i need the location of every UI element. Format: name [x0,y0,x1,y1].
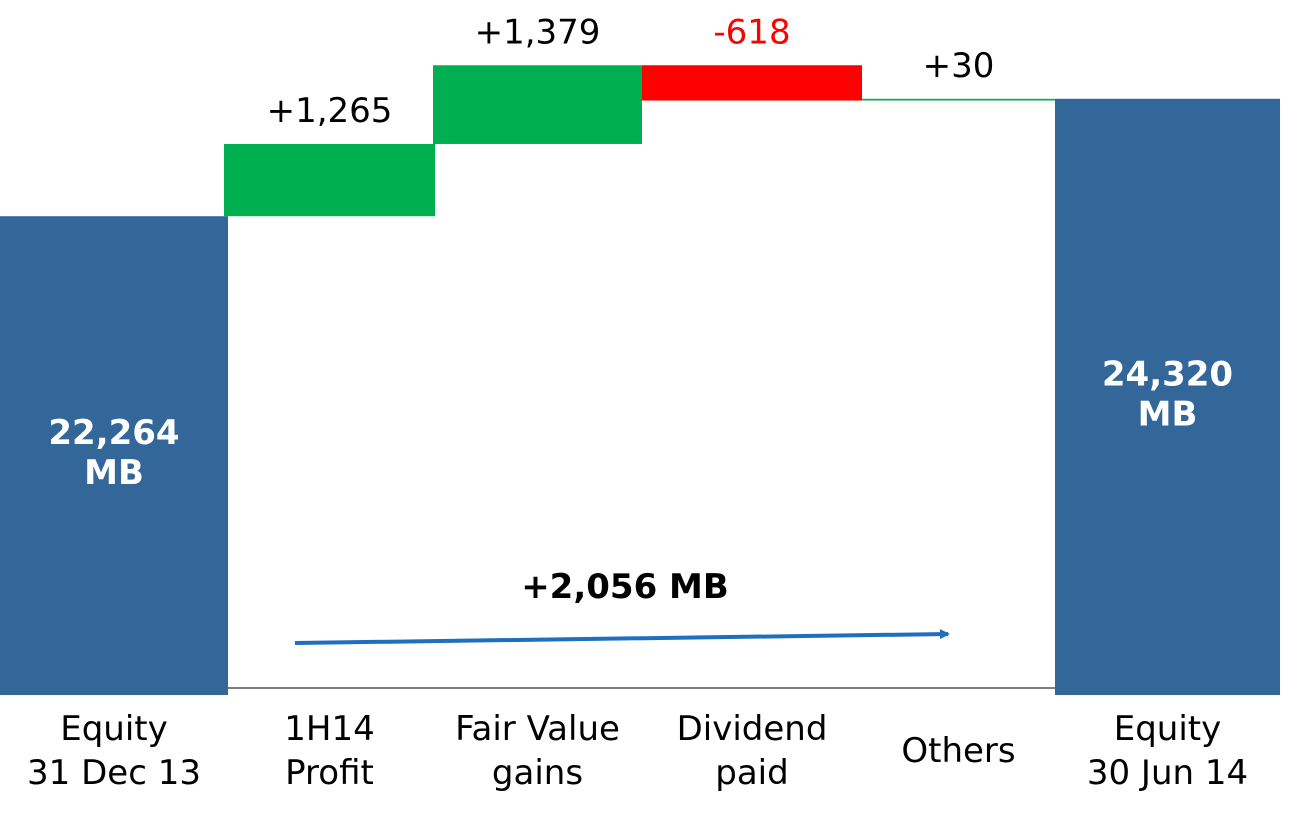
total-bar [0,216,228,695]
value-label: 24,320 MB [1102,354,1233,434]
x-tick-label: 1H14 Profit [284,709,374,793]
x-tick-label: Others [901,731,1015,771]
value-label: -618 [713,12,790,52]
total-bar [1055,98,1280,695]
decrease-bar [642,65,862,101]
change-arrow [294,629,950,645]
value-label: +30 [923,46,995,86]
value-label: +1,265 [267,91,393,131]
annotation: +2,056 MB [521,567,729,607]
x-tick-label: Fair Value gains [455,709,620,793]
x-tick-label: Equity 31 Dec 13 [27,709,201,793]
increase-bar [224,143,435,217]
x-tick-label: Dividend paid [677,709,828,793]
value-label: 22,264 MB [48,413,179,493]
x-tick-label: Equity 30 Jun 14 [1087,709,1248,793]
value-label: +1,379 [475,12,601,52]
increase-bar [862,98,1055,101]
increase-bar [433,65,642,144]
